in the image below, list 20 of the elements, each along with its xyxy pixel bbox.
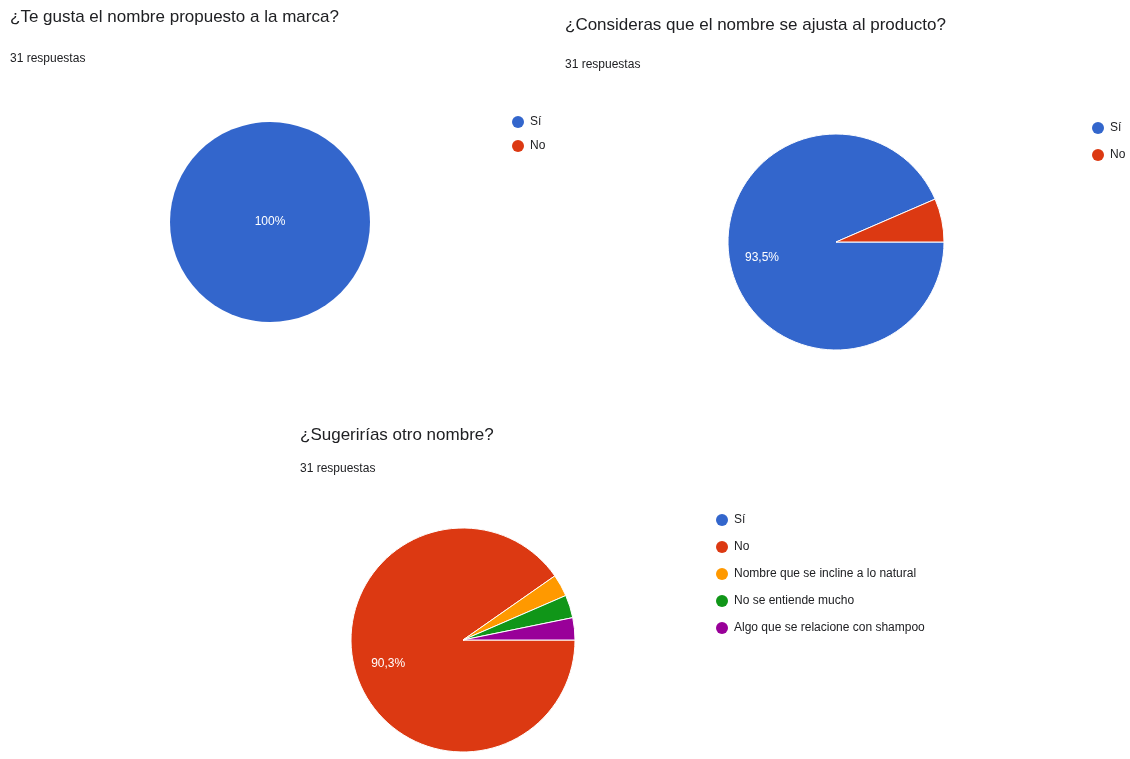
legend-label: No [530, 138, 546, 153]
text: 31 respuestas [10, 51, 86, 65]
legend-label: Sí [530, 114, 542, 129]
data-label: 100% [254, 214, 286, 229]
data-label: 93,5% [744, 249, 780, 264]
chart-title: ¿Te gusta el nombre propuesto a la marca? [10, 7, 339, 26]
chart-subtitle: 31 respuestas [300, 461, 376, 475]
chart-title: ¿Sugerirías otro nombre? [300, 425, 494, 444]
legend-label: No [734, 539, 750, 554]
legend-label: Algo que se relacione con shampoo [734, 620, 926, 635]
pie-slice [350, 527, 576, 753]
legend-label: Sí [1110, 120, 1122, 135]
chart-title: ¿Consideras que el nombre se ajusta al producto? [565, 15, 946, 34]
data-label: 90,3% [371, 655, 406, 670]
legend-label: No se entiende mucho [734, 593, 855, 608]
legend-label: No [1110, 147, 1126, 162]
pie-slice [727, 133, 945, 351]
legend-label: Sí [734, 512, 746, 527]
text: 31 respuestas [565, 57, 641, 71]
legend-label: Nombre que se incline a lo natural [734, 566, 917, 581]
